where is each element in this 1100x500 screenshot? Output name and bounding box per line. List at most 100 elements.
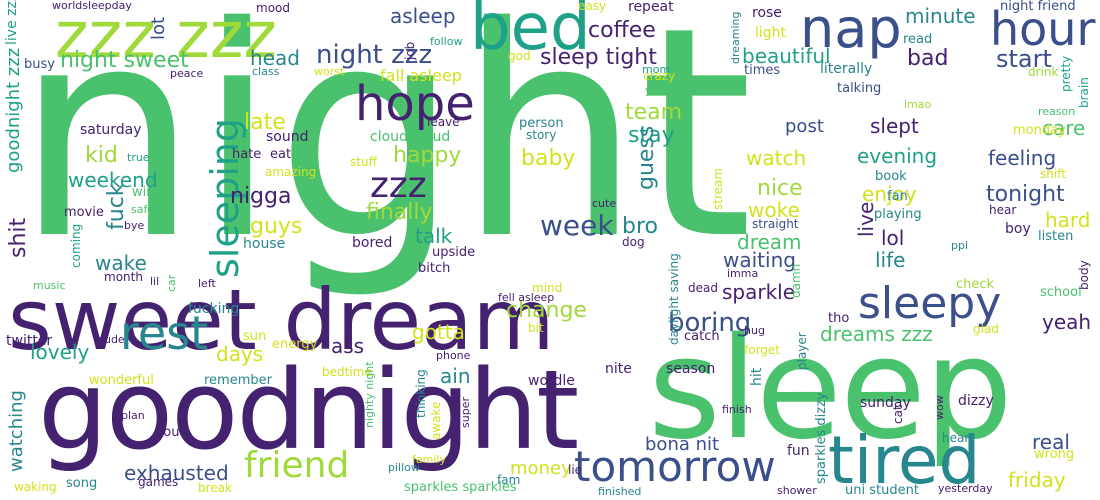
cloud-word-lmao: lmao	[904, 98, 932, 111]
cloud-word-cat: cat	[891, 405, 905, 424]
cloud-word-night-sweet: night sweet	[60, 48, 189, 73]
cloud-word-stream: stream	[711, 167, 725, 210]
cloud-word-crazy: crazy	[643, 69, 676, 83]
cloud-word-dreams-zzz: dreams zzz	[820, 322, 933, 346]
cloud-word-wordle: wordle	[528, 373, 575, 389]
cloud-word-yall: yall	[645, 84, 665, 97]
cloud-word-worst: worst	[314, 65, 345, 78]
cloud-word-awake: awake	[429, 401, 443, 440]
cloud-word-peace: peace	[170, 67, 204, 80]
cloud-word-hard: hard	[1045, 208, 1091, 232]
cloud-word-beautiful: beautiful	[742, 44, 831, 68]
cloud-word-bit: bit	[528, 321, 544, 335]
cloud-word-night: night	[15, 0, 753, 303]
cloud-word-forget: forget	[744, 343, 780, 357]
cloud-word-car: car	[165, 274, 178, 292]
cloud-word-night-zzz: night zzz	[316, 40, 433, 70]
cloud-word-shift: shift	[1040, 167, 1066, 181]
cloud-word-waiting: waiting	[723, 248, 796, 272]
cloud-word-slept: slept	[870, 114, 919, 138]
cloud-word-wonderful: wonderful	[89, 373, 154, 388]
cloud-word-movie: movie	[64, 205, 104, 220]
cloud-word-eat: eat	[270, 147, 292, 162]
cloud-word-ain: ain	[440, 364, 471, 388]
cloud-word-coming: coming	[69, 223, 83, 268]
cloud-word-sparkles-sparkles: sparkles sparkles	[404, 480, 517, 495]
cloud-word-feeling: feeling	[988, 146, 1057, 170]
cloud-word-watching: watching	[6, 390, 27, 472]
cloud-word-worldsleepday: worldsleepday	[52, 0, 132, 12]
cloud-word-wow: wow	[933, 395, 946, 420]
cloud-word-sleep: sleep	[648, 308, 1013, 471]
cloud-word-upside: upside	[432, 245, 476, 260]
cloud-word-bitch: bitch	[418, 261, 451, 276]
cloud-word-fell-asleep: fell asleep	[498, 291, 555, 304]
cloud-word-nice: nice	[757, 176, 803, 201]
cloud-word-tho: tho	[828, 311, 850, 326]
cloud-word-season: season	[666, 361, 716, 377]
cloud-word-bad: bad	[907, 46, 949, 71]
cloud-word-saturday: saturday	[80, 122, 142, 138]
cloud-word-lol: lol	[881, 226, 905, 250]
cloud-word-happy: happy	[393, 143, 462, 168]
cloud-word-rose: rose	[752, 5, 782, 21]
cloud-word-bye: bye	[124, 219, 145, 232]
cloud-word-job: job	[403, 41, 417, 60]
cloud-word-games: games	[138, 475, 179, 489]
cloud-word-light: light	[755, 25, 787, 41]
cloud-word-finally: finally	[366, 200, 433, 225]
cloud-word-sparkle: sparkle	[722, 280, 796, 304]
cloud-word-win: win	[132, 185, 155, 200]
cloud-word-fun: fun	[787, 443, 810, 459]
cloud-word-busy: busy	[24, 57, 55, 72]
cloud-word-drink: drink	[1028, 65, 1059, 79]
cloud-word-bed: bed	[470, 0, 591, 65]
cloud-word-brain: brain	[1077, 77, 1091, 108]
cloud-word-heart: heart	[942, 431, 974, 445]
cloud-word-dog: dog	[622, 235, 645, 249]
cloud-word-tonight: tonight	[986, 182, 1065, 207]
cloud-word-friday: friday	[1008, 468, 1066, 492]
cloud-word-tomorrow: tomorrow	[574, 442, 776, 491]
cloud-word-phone: phone	[436, 349, 471, 362]
cloud-word-guys: guys	[250, 214, 303, 239]
cloud-word-playing: playing	[874, 207, 922, 222]
cloud-word-night-friend: night friend	[1000, 0, 1076, 14]
cloud-word-exhausted: exhausted	[124, 461, 229, 485]
cloud-word-dude: dude	[97, 333, 125, 346]
cloud-word-tired: tired	[828, 422, 981, 499]
cloud-word-shit: shit	[6, 217, 31, 258]
cloud-word-follow: follow	[430, 35, 463, 48]
cloud-word-mood: mood	[256, 1, 290, 15]
cloud-word-finished: finished	[598, 485, 642, 498]
cloud-word-hope: hope	[355, 76, 475, 132]
cloud-word-dizzy: dizzy	[958, 393, 994, 409]
cloud-word-nigga: nigga	[230, 184, 292, 209]
cloud-word-stuff: stuff	[350, 155, 377, 169]
cloud-word-house: house	[243, 236, 286, 252]
cloud-word-sleepy: sleepy	[858, 278, 1002, 329]
cloud-word-ass: ass	[331, 334, 365, 358]
cloud-word-goodnight: goodnight	[38, 346, 579, 474]
cloud-word-finish: finish	[722, 403, 752, 416]
cloud-word-person: person	[519, 116, 564, 131]
cloud-word-yesterday: yesterday	[938, 482, 993, 495]
cloud-word-live: live	[854, 201, 878, 237]
cloud-word-weekend: weekend	[68, 168, 158, 192]
cloud-word-cloud-cloud: cloud cloud	[370, 129, 451, 145]
cloud-word-watch: watch	[746, 146, 807, 170]
cloud-word-ppl: ppl	[951, 239, 969, 252]
cloud-word-lie: lie	[568, 463, 583, 477]
cloud-word-rest: rest	[120, 306, 209, 360]
cloud-word-wrong: wrong	[1034, 447, 1075, 462]
cloud-word-yeah: yeah	[1042, 310, 1092, 334]
cloud-word-woke: woke	[748, 198, 800, 222]
cloud-word-mind: mind	[532, 281, 563, 295]
cloud-word-music: music	[33, 279, 66, 292]
cloud-word-wake: wake	[95, 251, 147, 275]
cloud-word-asleep: asleep	[390, 4, 456, 28]
cloud-word-energy: energy	[272, 337, 318, 352]
cloud-word-hour: hour	[990, 2, 1096, 56]
cloud-word-money: money	[510, 458, 572, 479]
